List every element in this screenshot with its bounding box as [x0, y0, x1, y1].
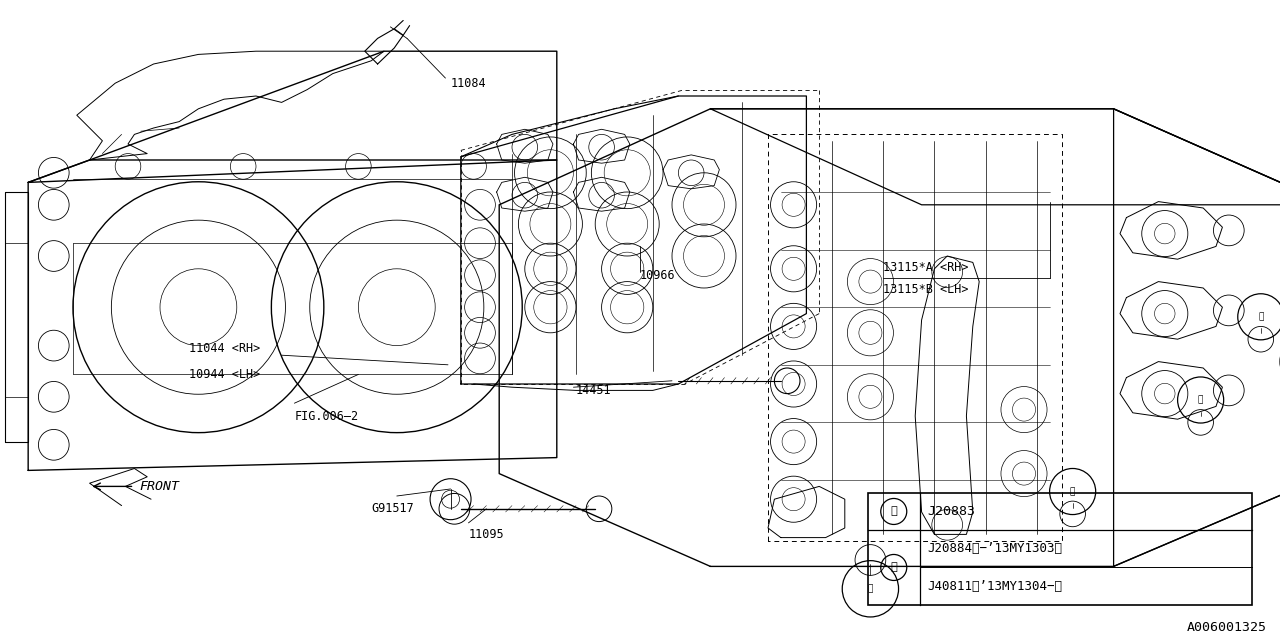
Text: J20884（−’13MY1303）: J20884（−’13MY1303）	[928, 542, 1062, 556]
Text: 14451: 14451	[576, 384, 612, 397]
Text: 11084: 11084	[451, 77, 486, 90]
Text: J40811（’13MY1304−）: J40811（’13MY1304−）	[928, 580, 1062, 593]
Bar	[868, 493, 1252, 605]
Text: 11095: 11095	[468, 528, 504, 541]
Text: 13115*B <LH>: 13115*B <LH>	[883, 283, 969, 296]
Text: ②: ②	[868, 584, 873, 593]
Text: ①: ①	[891, 506, 897, 516]
Text: A006001325: A006001325	[1188, 621, 1267, 634]
Text: ①: ①	[1258, 312, 1263, 321]
Text: 10966: 10966	[640, 269, 676, 282]
Text: ①: ①	[1198, 396, 1203, 404]
Text: FIG.006–2: FIG.006–2	[294, 410, 358, 422]
Text: 10944 <LH>: 10944 <LH>	[189, 368, 261, 381]
Text: 11044 <RH>: 11044 <RH>	[189, 342, 261, 355]
Text: G91517: G91517	[371, 502, 413, 515]
Text: 13115*A <RH>: 13115*A <RH>	[883, 261, 969, 274]
Text: ①: ①	[1070, 487, 1075, 496]
Text: FRONT: FRONT	[140, 480, 179, 493]
Text: ②: ②	[891, 563, 897, 572]
Text: J20883: J20883	[928, 505, 975, 518]
